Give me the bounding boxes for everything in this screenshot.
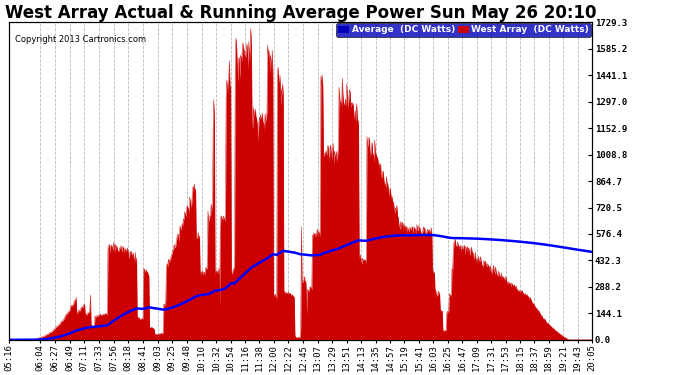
Title: West Array Actual & Running Average Power Sun May 26 20:10: West Array Actual & Running Average Powe… xyxy=(5,4,596,22)
Legend: Average  (DC Watts), West Array  (DC Watts): Average (DC Watts), West Array (DC Watts… xyxy=(336,23,591,37)
Text: Copyright 2013 Cartronics.com: Copyright 2013 Cartronics.com xyxy=(14,35,146,44)
